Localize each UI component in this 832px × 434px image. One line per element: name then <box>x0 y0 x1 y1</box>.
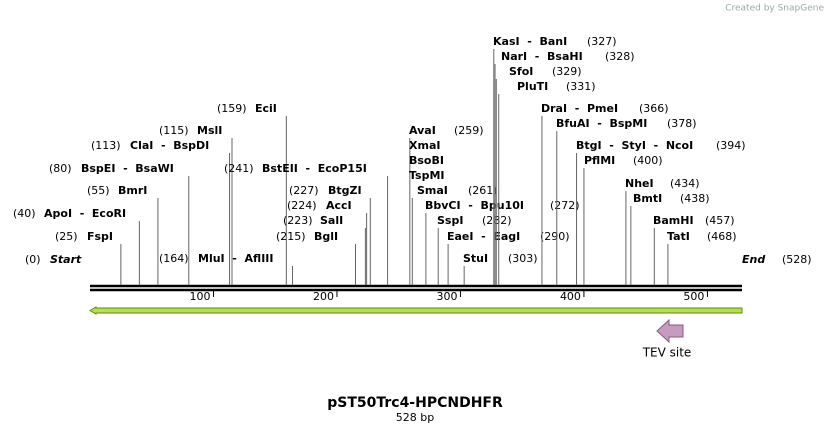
site-label: SmaI <box>417 184 448 197</box>
site-position: (378) <box>667 117 697 130</box>
site-position: (327) <box>587 35 617 48</box>
site-position: (331) <box>566 80 596 93</box>
site-position: (438) <box>680 192 710 205</box>
site-position: (329) <box>552 65 582 78</box>
site-label: BsoBI <box>409 154 444 167</box>
site-label: KasI - BanI <box>493 35 567 48</box>
start-position: (0) <box>25 253 41 266</box>
site-position: (328) <box>605 50 635 63</box>
site-position: (394) <box>716 139 746 152</box>
logo: Created by SnapGene <box>725 4 824 14</box>
site-label: MluI - AflIII <box>198 252 273 265</box>
site-label: ClaI - BspDI <box>130 139 209 152</box>
site-position: (223) <box>283 214 313 227</box>
site-position: (227) <box>289 184 319 197</box>
site-position: (224) <box>287 199 317 212</box>
site-position: (272) <box>550 199 580 212</box>
site-label: BamHI <box>653 214 694 227</box>
end-label: End <box>742 253 765 266</box>
title: pST50Trc4-HPCNDHFR <box>327 395 503 411</box>
site-position: (113) <box>91 139 121 152</box>
subtitle: 528 bp <box>396 411 434 424</box>
ruler-label: 200 <box>313 290 334 303</box>
start-label: Start <box>50 253 82 266</box>
site-position: (261) <box>468 184 498 197</box>
site-label: PflMI <box>584 154 615 167</box>
site-label: SspI <box>437 214 463 227</box>
site-position: (400) <box>633 154 663 167</box>
site-label: BbvCI - Bpu10I <box>425 199 524 212</box>
site-position: (159) <box>217 102 247 115</box>
site-label: SfoI <box>509 65 533 78</box>
site-label: EaeI - EagI <box>447 230 520 243</box>
site-position: (55) <box>87 184 110 197</box>
site-label: BfuAI - BspMI <box>556 117 647 130</box>
ruler-label: 500 <box>683 290 704 303</box>
site-position: (468) <box>707 230 737 243</box>
site-position: (282) <box>482 214 512 227</box>
site-label: NarI - BsaHI <box>501 50 583 63</box>
feature-arrow <box>656 318 684 344</box>
site-position: (215) <box>276 230 306 243</box>
site-label: TatI <box>667 230 690 243</box>
site-position: (434) <box>670 177 700 190</box>
site-label: BspEI - BsaWI <box>81 162 174 175</box>
site-label: EciI <box>255 102 277 115</box>
ruler-label: 300 <box>436 290 457 303</box>
site-label: ApoI - EcoRI <box>44 207 126 220</box>
site-label: BstEII - EcoP15I <box>262 162 367 175</box>
site-label: BtgZI <box>328 184 362 197</box>
site-position: (115) <box>159 124 189 137</box>
site-label: FspI <box>87 230 113 243</box>
site-position: (164) <box>159 252 189 265</box>
site-position: (241) <box>224 162 254 175</box>
site-label: BmrI <box>118 184 147 197</box>
site-position: (366) <box>639 102 669 115</box>
site-position: (290) <box>540 230 570 243</box>
site-position: (80) <box>49 162 72 175</box>
site-label: StuI <box>463 252 488 265</box>
site-label: BtgI - StyI - NcoI <box>576 139 693 152</box>
site-position: (40) <box>13 207 36 220</box>
site-position: (457) <box>705 214 735 227</box>
site-label: SalI <box>320 214 343 227</box>
site-position: (25) <box>55 230 78 243</box>
ruler-label: 400 <box>560 290 581 303</box>
site-label: BmtI <box>633 192 662 205</box>
site-label: PluTI <box>517 80 548 93</box>
end-position: (528) <box>782 253 812 266</box>
site-label: BglI <box>314 230 338 243</box>
site-label: DraI - PmeI <box>541 102 618 115</box>
ruler-label: 100 <box>189 290 210 303</box>
site-position: (259) <box>454 124 484 137</box>
site-label: XmaI <box>409 139 440 152</box>
site-label: AccI <box>326 199 352 212</box>
site-label: NheI <box>625 177 654 190</box>
green-arrow <box>89 306 743 315</box>
site-label: AvaI <box>409 124 436 137</box>
site-label: MslI <box>197 124 222 137</box>
site-position: (303) <box>508 252 538 265</box>
feature-label: TEV site <box>642 346 692 360</box>
site-label: TspMI <box>409 169 445 182</box>
